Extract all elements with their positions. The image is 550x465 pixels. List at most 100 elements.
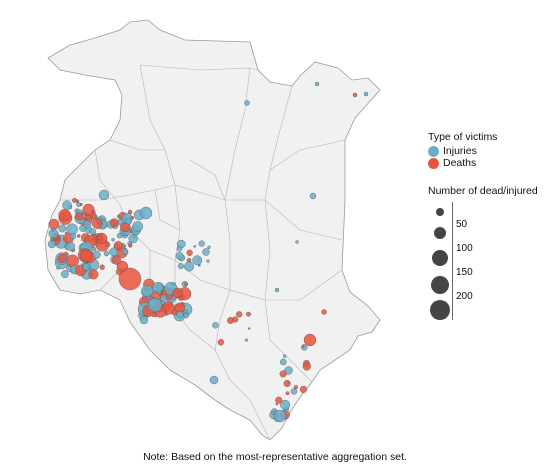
- event-point: [206, 259, 210, 263]
- deaths-swatch-icon: [428, 157, 439, 169]
- event-point: [139, 206, 153, 220]
- event-point: [66, 223, 78, 235]
- event-point: [177, 263, 184, 270]
- size-legend-axis: [452, 202, 453, 320]
- size-dot-small: [436, 208, 444, 216]
- event-point: [209, 375, 219, 385]
- event-point: [314, 81, 320, 87]
- event-point: [184, 261, 195, 272]
- event-point: [295, 240, 299, 244]
- event-point: [83, 220, 92, 229]
- legend-item-injuries: Injuries: [428, 145, 477, 157]
- size-label-100: 100: [456, 243, 473, 254]
- event-point: [212, 322, 219, 329]
- event-point: [299, 385, 308, 394]
- event-point: [79, 249, 93, 263]
- event-point: [186, 249, 193, 256]
- event-point: [309, 192, 317, 200]
- event-point: [139, 315, 149, 325]
- event-point: [76, 234, 81, 238]
- legend-deaths-label: Deaths: [443, 157, 477, 169]
- event-point: [105, 241, 111, 248]
- event-point: [90, 213, 97, 220]
- event-point: [290, 388, 298, 395]
- event-point: [236, 311, 243, 318]
- event-point: [246, 311, 251, 317]
- size-dot-50: [434, 227, 446, 239]
- event-point: [274, 287, 280, 293]
- event-point: [56, 266, 60, 270]
- event-point: [109, 247, 119, 257]
- legend-item-deaths: Deaths: [428, 157, 476, 169]
- event-point: [76, 202, 81, 207]
- event-point: [279, 370, 287, 378]
- event-point: [62, 200, 72, 210]
- event-point: [285, 391, 290, 396]
- event-point: [92, 247, 97, 251]
- event-point: [363, 91, 369, 97]
- event-point: [125, 217, 133, 225]
- legend-injuries-label: Injuries: [443, 145, 477, 157]
- event-point: [109, 218, 119, 228]
- event-point: [89, 228, 97, 235]
- event-point: [129, 229, 133, 234]
- event-point: [65, 241, 76, 251]
- size-dot-200: [430, 300, 450, 320]
- event-point: [217, 339, 225, 346]
- event-point: [284, 366, 293, 375]
- event-point-large: [118, 267, 142, 291]
- event-point: [232, 316, 239, 323]
- event-point: [75, 212, 84, 221]
- event-point: [57, 253, 67, 264]
- event-point: [352, 92, 358, 98]
- event-point: [64, 231, 68, 235]
- event-point: [175, 252, 184, 260]
- event-point: [83, 217, 87, 221]
- event-point: [58, 208, 71, 222]
- injuries-swatch-icon: [428, 145, 439, 157]
- event-point: [207, 245, 211, 250]
- event-point: [192, 255, 203, 266]
- event-point: [111, 255, 122, 265]
- event-point: [275, 396, 283, 404]
- event-point: [302, 345, 305, 348]
- event-point: [51, 227, 55, 232]
- event-point: [69, 233, 77, 240]
- event-points: [48, 81, 369, 423]
- event-point: [92, 250, 101, 259]
- event-point: [88, 269, 99, 280]
- event-point: [147, 297, 163, 313]
- event-point: [132, 221, 143, 232]
- map-note: Note: Based on the most-representative a…: [143, 451, 407, 463]
- event-point: [247, 327, 251, 330]
- event-point: [184, 282, 188, 287]
- event-point: [92, 218, 103, 229]
- event-point: [82, 203, 95, 216]
- event-point: [111, 237, 115, 242]
- event-point: [113, 241, 123, 250]
- size-label-150: 150: [456, 267, 473, 278]
- kenya-outline: [44, 19, 381, 441]
- event-point: [152, 282, 164, 293]
- event-point: [302, 362, 311, 371]
- event-point: [141, 284, 154, 297]
- event-point: [99, 264, 105, 270]
- event-point: [96, 234, 103, 241]
- event-point: [321, 309, 327, 315]
- size-dot-100: [432, 250, 448, 266]
- size-label-50: 50: [456, 219, 468, 230]
- event-point: [275, 402, 278, 406]
- event-point: [172, 287, 183, 299]
- event-point: [127, 209, 133, 215]
- event-point: [176, 246, 183, 252]
- event-point: [58, 224, 67, 233]
- event-point: [183, 312, 189, 319]
- event-point: [71, 197, 77, 203]
- event-point: [283, 354, 287, 358]
- event-point: [244, 338, 248, 342]
- legend-size-title: Number of dead/injured: [428, 185, 538, 197]
- event-point: [244, 100, 250, 106]
- event-point: [98, 189, 110, 201]
- event-point: [280, 399, 291, 410]
